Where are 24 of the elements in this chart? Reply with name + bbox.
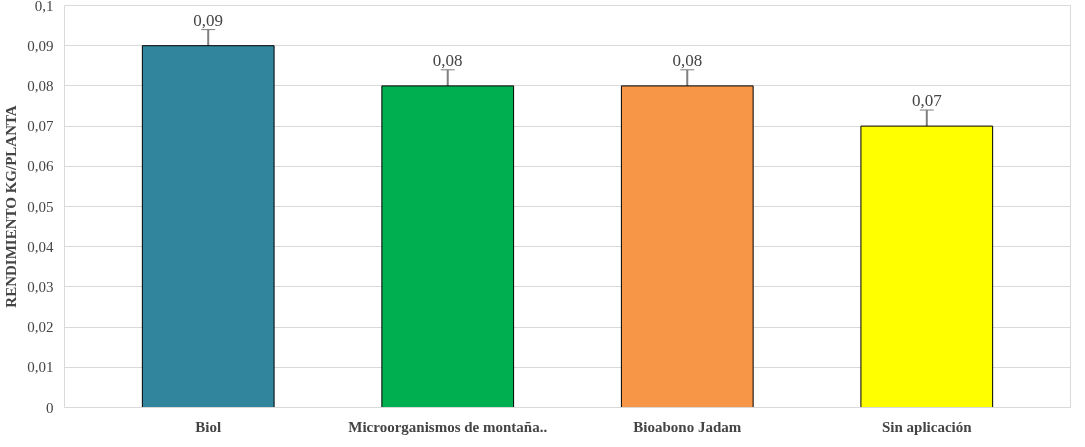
y-tick-label: 0,09 [27,37,54,54]
data-label: 0,07 [911,91,943,111]
data-label: 0,08 [432,50,463,70]
y-tick-label: 0 [46,399,54,416]
bar [141,45,275,408]
x-tick-label: Bioabono Jadam [633,418,742,435]
data-label: 0,08 [672,50,703,70]
y-tick-label: 0,04 [27,238,54,255]
x-tick-label: Sin aplicación [881,418,973,435]
y-tick-label: 0,05 [27,198,54,215]
x-tick-label: Biol [195,418,222,435]
bar [860,125,994,408]
y-axis-title: RENDIMIENTO KG/PLANTA [3,105,20,308]
bar [620,85,754,408]
y-tick-label: 0,08 [27,77,54,94]
y-tick-label: 0,06 [27,158,54,175]
bar [381,85,515,408]
y-tick-label: 0,07 [27,118,54,135]
y-tick-label: 0,02 [27,319,54,336]
x-tick-label: Microorganismos de montaña.. [348,418,548,435]
y-tick-label: 0,03 [27,278,54,295]
y-tick-label: 0,1 [34,0,54,14]
y-tick-label: 0,01 [27,359,54,376]
data-label: 0,09 [193,10,224,30]
